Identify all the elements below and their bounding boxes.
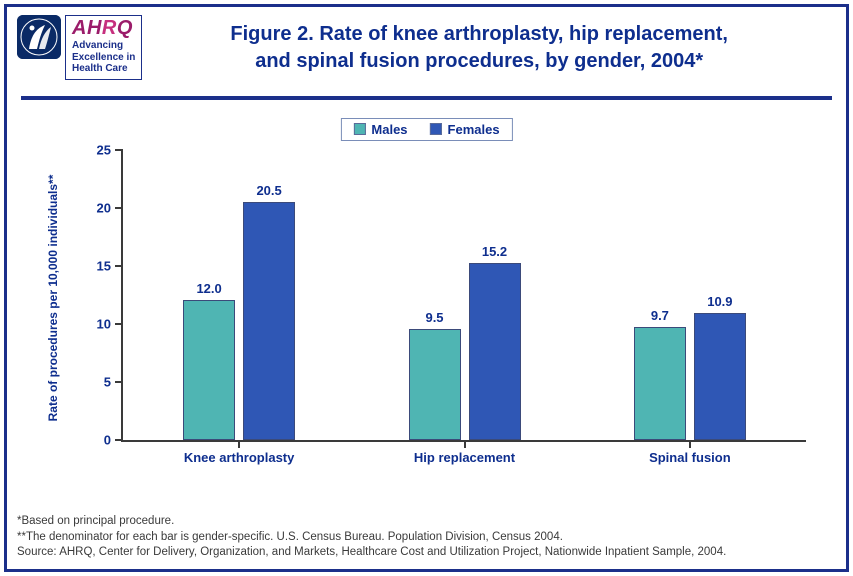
bar-females: 10.9 xyxy=(694,313,746,439)
x-category-label: Spinal fusion xyxy=(649,450,731,465)
y-tick-label: 25 xyxy=(97,142,111,157)
header-divider xyxy=(21,96,832,100)
legend-label-males: Males xyxy=(371,122,407,137)
legend-swatch-females xyxy=(430,123,442,135)
y-tick-label: 10 xyxy=(97,316,111,331)
bar-group: 12.020.5 xyxy=(183,202,295,440)
chart: Males Females Rate of procedures per 10,… xyxy=(37,118,816,478)
footnote-3: Source: AHRQ, Center for Delivery, Organ… xyxy=(17,545,836,561)
footnotes: *Based on principal procedure. **The den… xyxy=(17,514,836,561)
bar-value-label: 9.7 xyxy=(651,308,669,323)
y-axis-title: Rate of procedures per 10,000 individual… xyxy=(46,174,60,421)
bar-females: 20.5 xyxy=(243,202,295,440)
y-tick-label: 20 xyxy=(97,200,111,215)
y-tick xyxy=(115,439,123,441)
figure-title: Figure 2. Rate of knee arthroplasty, hip… xyxy=(142,13,836,75)
bar-males: 12.0 xyxy=(183,300,235,439)
y-tick xyxy=(115,381,123,383)
ahrq-wordmark: AHRQ xyxy=(72,18,135,38)
bar-group: 9.515.2 xyxy=(409,263,521,439)
footnote-2: **The denominator for each bar is gender… xyxy=(17,530,836,546)
ahrq-logo: AHRQ Advancing Excellence in Health Care xyxy=(65,15,142,80)
logo-block: AHRQ Advancing Excellence in Health Care xyxy=(17,13,142,80)
bar-value-label: 10.9 xyxy=(707,294,732,309)
title-line-2: and spinal fusion procedures, by gender,… xyxy=(142,48,816,75)
bar-value-label: 9.5 xyxy=(425,310,443,325)
legend: Males Females xyxy=(340,118,512,141)
bar-group: 9.710.9 xyxy=(634,313,746,439)
x-category-label: Hip replacement xyxy=(414,450,515,465)
y-tick-label: 5 xyxy=(104,374,111,389)
title-line-1: Figure 2. Rate of knee arthroplasty, hip… xyxy=(142,21,816,48)
x-tick xyxy=(689,440,691,448)
y-tick-label: 0 xyxy=(104,432,111,447)
legend-item-females: Females xyxy=(430,122,500,137)
footnote-1: *Based on principal procedure. xyxy=(17,514,836,530)
y-tick xyxy=(115,265,123,267)
x-tick xyxy=(464,440,466,448)
legend-item-males: Males xyxy=(353,122,407,137)
bar-males: 9.5 xyxy=(409,329,461,439)
x-tick xyxy=(238,440,240,448)
bar-value-label: 12.0 xyxy=(196,281,221,296)
figure-frame: AHRQ Advancing Excellence in Health Care… xyxy=(4,4,849,572)
bar-females: 15.2 xyxy=(469,263,521,439)
bar-value-label: 20.5 xyxy=(256,183,281,198)
y-tick xyxy=(115,207,123,209)
y-tick xyxy=(115,323,123,325)
hhs-badge-icon xyxy=(17,15,61,59)
y-tick xyxy=(115,149,123,151)
bar-males: 9.7 xyxy=(634,327,686,440)
y-tick-label: 15 xyxy=(97,258,111,273)
ahrq-tagline: Advancing Excellence in Health Care xyxy=(72,40,135,75)
legend-label-females: Females xyxy=(448,122,500,137)
bar-value-label: 15.2 xyxy=(482,244,507,259)
plot-area: 0510152025Knee arthroplasty12.020.5Hip r… xyxy=(121,150,806,442)
x-category-label: Knee arthroplasty xyxy=(184,450,295,465)
header-row: AHRQ Advancing Excellence in Health Care… xyxy=(7,7,846,90)
legend-swatch-males xyxy=(353,123,365,135)
